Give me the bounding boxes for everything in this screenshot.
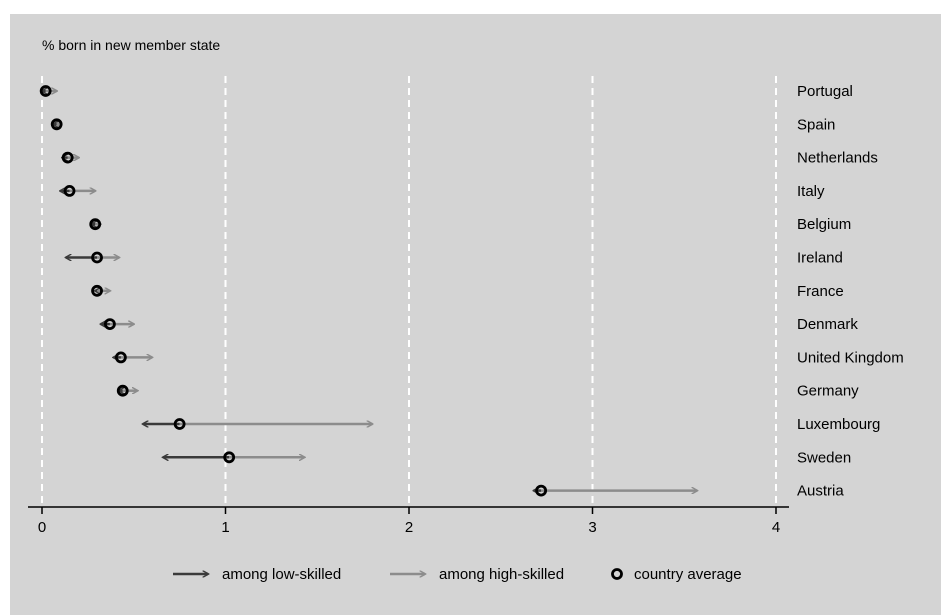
x-tick-label: 0 bbox=[38, 519, 46, 536]
country-average-marker bbox=[173, 418, 186, 430]
country-average-marker bbox=[61, 151, 74, 164]
country-average-marker bbox=[103, 318, 116, 331]
category-label: Belgium bbox=[797, 216, 851, 233]
country-average-marker bbox=[39, 85, 52, 97]
legend: among low-skilled among high-skilled count… bbox=[173, 566, 742, 583]
category-label: Italy bbox=[797, 183, 825, 200]
category-label: Sweden bbox=[797, 449, 851, 466]
legend-average-label: country average bbox=[634, 566, 742, 583]
country-average-marker bbox=[63, 184, 76, 197]
x-tick-label: 4 bbox=[772, 519, 780, 536]
country-average-marker bbox=[115, 351, 127, 364]
category-label: United Kingdom bbox=[797, 349, 904, 366]
category-label: France bbox=[797, 283, 844, 300]
category-label: Netherlands bbox=[797, 150, 878, 167]
x-tick-label: 2 bbox=[405, 519, 413, 536]
category-label: Austria bbox=[797, 483, 844, 500]
category-label: Spain bbox=[797, 116, 835, 133]
category-label: Denmark bbox=[797, 316, 858, 333]
x-axis: 0 1 2 3 4 bbox=[28, 506, 789, 536]
chart-background bbox=[10, 14, 941, 615]
legend-average-marker bbox=[611, 568, 623, 580]
category-labels: Portugal Spain Netherlands Italy Belgium Irel… bbox=[797, 83, 904, 500]
country-average-marker bbox=[91, 251, 103, 264]
category-label: Germany bbox=[797, 383, 859, 400]
category-label: Portugal bbox=[797, 83, 853, 100]
country-average-marker bbox=[91, 284, 103, 297]
country-average-marker bbox=[50, 118, 63, 131]
country-average-marker bbox=[89, 218, 102, 231]
country-average-marker bbox=[535, 484, 548, 497]
legend-low-label: among low-skilled bbox=[222, 566, 341, 583]
country-average-marker bbox=[116, 384, 129, 397]
x-tick-label: 3 bbox=[588, 519, 596, 536]
chart-title: % born in new member state bbox=[42, 37, 220, 53]
x-tick-label: 1 bbox=[221, 519, 229, 536]
data-marks bbox=[39, 85, 697, 497]
category-label: Ireland bbox=[797, 250, 843, 267]
country-average-marker bbox=[223, 451, 236, 464]
legend-high-label: among high-skilled bbox=[439, 566, 564, 583]
category-label: Luxembourg bbox=[797, 416, 880, 433]
